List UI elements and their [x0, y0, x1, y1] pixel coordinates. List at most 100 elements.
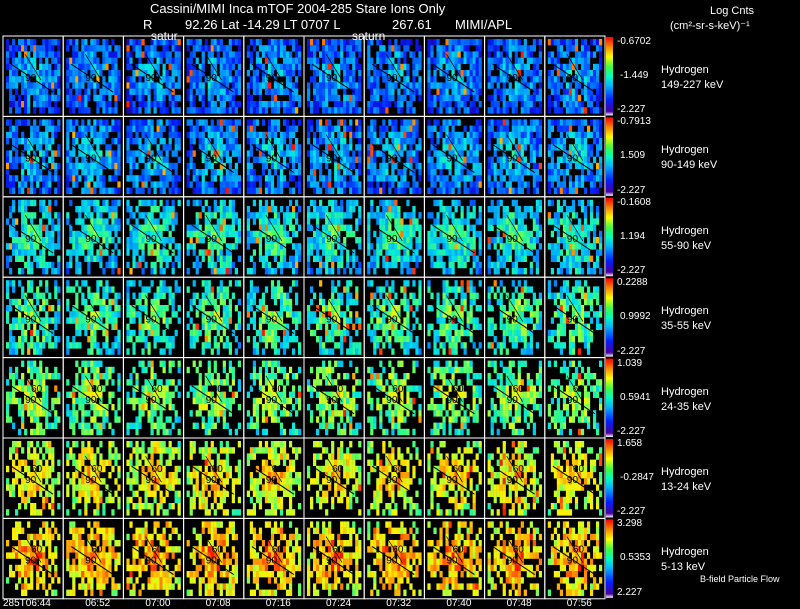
- heatmap-cell: [409, 212, 413, 219]
- heatmap-cell: [195, 70, 199, 77]
- heatmap-cell: [586, 150, 591, 157]
- heatmap-cell: [532, 175, 536, 182]
- heatmap-cell: [27, 144, 31, 151]
- heatmap-cell: [415, 125, 419, 132]
- heatmap-cell: [511, 243, 515, 250]
- heatmap-cell: [433, 162, 437, 170]
- heatmap-cell: [219, 45, 223, 52]
- heatmap-cell: [78, 261, 82, 269]
- heatmap-cell: [463, 218, 467, 225]
- heatmap-cell: [394, 162, 398, 170]
- heatmap-cell: [222, 94, 226, 102]
- heatmap-cell: [439, 237, 443, 244]
- heatmap-cell: [547, 218, 552, 225]
- heatmap-cell: [21, 187, 25, 194]
- heatmap-cell: [526, 237, 530, 244]
- heatmap-cell: [310, 156, 314, 163]
- heatmap-cell: [478, 57, 482, 64]
- heatmap-cell: [138, 101, 142, 108]
- heatmap-cell: [150, 261, 154, 269]
- heatmap-cell: [255, 144, 260, 151]
- heatmap-cell: [30, 57, 34, 64]
- heatmap-cell: [12, 243, 16, 250]
- heatmap-cell: [102, 131, 106, 139]
- heatmap-cell: [213, 199, 217, 207]
- heatmap-cell: [267, 243, 272, 250]
- heatmap-cell: [355, 82, 359, 89]
- heatmap-cell: [427, 51, 431, 58]
- heatmap-cell: [105, 119, 109, 126]
- heatmap-cell: [291, 45, 296, 52]
- heatmap-cell: [571, 119, 576, 126]
- heatmap-cell: [9, 206, 13, 213]
- heatmap-cell: [24, 206, 28, 213]
- heatmap-cell: [132, 150, 136, 157]
- heatmap-cell: [412, 230, 416, 238]
- heatmap-cell: [210, 230, 214, 238]
- heatmap-cell: [328, 268, 332, 275]
- heatmap-cell: [553, 255, 558, 262]
- heatmap-cell: [493, 51, 497, 58]
- heatmap-cell: [490, 57, 494, 64]
- heatmap-cell: [288, 82, 293, 89]
- heatmap-cell: [310, 119, 314, 126]
- heatmap-cell: [358, 45, 362, 52]
- heatmap-cell: [204, 76, 208, 83]
- heatmap-cell: [267, 261, 272, 269]
- heatmap-cell: [129, 162, 133, 170]
- heatmap-cell: [246, 218, 251, 225]
- heatmap-cell: [487, 76, 491, 83]
- heatmap-cell: [237, 224, 241, 231]
- heatmap-cell: [150, 169, 154, 176]
- heatmap-cell: [12, 181, 16, 188]
- heatmap-cell: [562, 125, 567, 132]
- heatmap-cell: [448, 268, 452, 275]
- heatmap-cell: [496, 125, 500, 132]
- heatmap-cell: [334, 150, 338, 157]
- heatmap-cell: [18, 101, 22, 108]
- heatmap-cell: [84, 45, 88, 52]
- heatmap-cell: [66, 88, 70, 95]
- heatmap-cell: [270, 57, 275, 64]
- heatmap-cell: [535, 181, 539, 188]
- heatmap-cell: [81, 101, 85, 108]
- heatmap-cell: [6, 342, 10, 349]
- heatmap-cell: [114, 292, 118, 299]
- heatmap-cell: [547, 101, 552, 108]
- heatmap-cell: [394, 138, 398, 145]
- heatmap-cell: [559, 237, 564, 244]
- heatmap-cell: [403, 212, 407, 219]
- heatmap-cell: [520, 268, 524, 275]
- heatmap-cell: [165, 169, 169, 176]
- heatmap-cell: [415, 243, 419, 250]
- heatmap-cell: [505, 156, 509, 163]
- heatmap-cell: [198, 138, 202, 145]
- heatmap-cell: [556, 39, 561, 46]
- heatmap-cell: [225, 88, 229, 95]
- heatmap-cell: [270, 237, 275, 244]
- heatmap-cell: [409, 268, 413, 275]
- heatmap-cell: [162, 94, 166, 102]
- heatmap-cell: [42, 249, 46, 256]
- heatmap-cell: [322, 82, 326, 89]
- heatmap-cell: [156, 243, 160, 250]
- heatmap-cell: [258, 63, 263, 71]
- heatmap-cell: [340, 150, 344, 157]
- heatmap-cell: [334, 249, 338, 256]
- heatmap-cell: [207, 218, 211, 225]
- heatmap-cell: [24, 249, 28, 256]
- heatmap-cell: [457, 144, 461, 151]
- heatmap-cell: [186, 57, 190, 64]
- heatmap-cell: [81, 138, 85, 145]
- heatmap-cell: [129, 150, 133, 157]
- heatmap-cell: [514, 101, 518, 108]
- heatmap-cell: [216, 45, 220, 52]
- heatmap-cell: [382, 187, 386, 194]
- heatmap-cell: [234, 162, 238, 170]
- heatmap-cell: [144, 181, 148, 188]
- heatmap-cell: [147, 57, 151, 64]
- heatmap-cell: [403, 63, 407, 71]
- heatmap-cell: [114, 119, 118, 126]
- heatmap-cell: [57, 144, 61, 151]
- heatmap-cell: [288, 156, 293, 163]
